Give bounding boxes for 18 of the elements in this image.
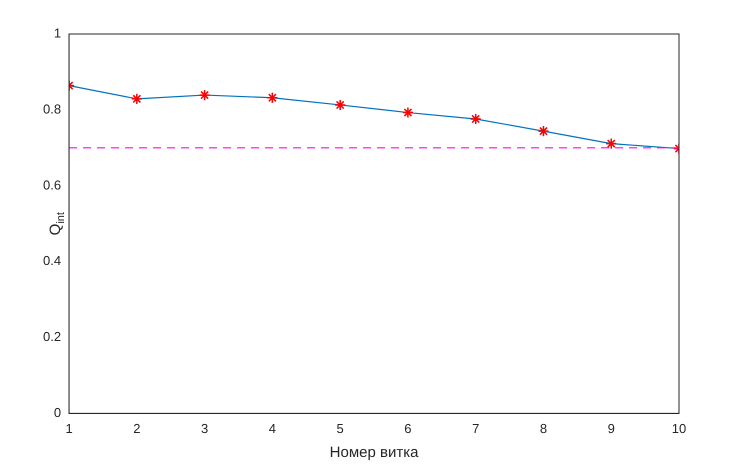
x-tick-label: 6 [404, 420, 412, 436]
x-tick-label: 9 [608, 420, 615, 436]
y-tick-label: 1 [54, 26, 62, 41]
x-tick-label: 3 [200, 420, 208, 436]
x-tick-label: 1 [65, 420, 73, 436]
x-tick-label: 10 [672, 420, 686, 436]
x-axis-title: Номер витка [330, 444, 420, 462]
x-tick-label: 2 [133, 420, 140, 436]
y-tick-label: 0.6 [42, 177, 62, 192]
x-tick-label: 4 [268, 420, 276, 436]
y-tick-label: 0.8 [42, 101, 62, 116]
y-tick-label: 0 [54, 404, 62, 420]
y-axis-title: Qint [47, 212, 67, 236]
x-tick-label: 7 [472, 420, 480, 436]
y-tick-label: 0.2 [42, 329, 62, 344]
x-tick-label: 5 [336, 420, 344, 436]
x-tick-label: 8 [540, 420, 548, 436]
y-tick-label: 0.4 [42, 253, 62, 268]
